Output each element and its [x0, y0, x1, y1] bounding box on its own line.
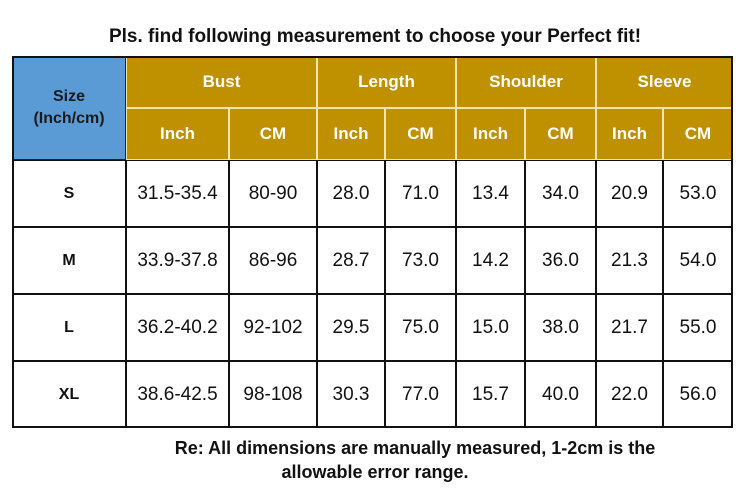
measurement: 38.0 [525, 294, 596, 361]
note-line: allowable error range. [281, 462, 469, 482]
unit-header: CM [663, 108, 733, 160]
unit-header: CM [229, 108, 317, 160]
measurement: 98-108 [229, 361, 317, 428]
note-line: Re: All dimensions are manually measured… [174, 438, 656, 458]
title: Pls. find following measurement to choos… [108, 26, 642, 47]
measurement: 30.3 [317, 361, 385, 428]
measurement: 34.0 [525, 160, 596, 227]
unit-header: Inch [317, 108, 385, 160]
group-header: Length [317, 56, 456, 108]
measurement: 15.7 [456, 361, 525, 428]
measurement: 15.0 [456, 294, 525, 361]
size-header: Size (Inch/cm) [12, 56, 126, 160]
group-header: Shoulder [456, 56, 596, 108]
note: Re: All dimensions are manually measured… [0, 436, 750, 484]
unit-header: CM [385, 108, 456, 160]
group-header: Bust [126, 56, 317, 108]
measurement: 28.0 [317, 160, 385, 227]
measurement: 14.2 [456, 227, 525, 294]
measurement: 28.7 [317, 227, 385, 294]
measurement: 21.7 [596, 294, 663, 361]
unit-header: Inch [456, 108, 525, 160]
measurement: 31.5-35.4 [126, 160, 229, 227]
measurement: 21.3 [596, 227, 663, 294]
size-header-line: Size [52, 88, 85, 105]
measurement: 13.4 [456, 160, 525, 227]
measurement: 56.0 [663, 361, 733, 428]
measurement: 36.2-40.2 [126, 294, 229, 361]
measurement: 20.9 [596, 160, 663, 227]
measurement: 38.6-42.5 [126, 361, 229, 428]
measurement: 80-90 [229, 160, 317, 227]
unit-header: Inch [126, 108, 229, 160]
measurement: 22.0 [596, 361, 663, 428]
group-header: Sleeve [596, 56, 733, 108]
unit-header: CM [525, 108, 596, 160]
measurement: 86-96 [229, 227, 317, 294]
size-label: L [12, 294, 126, 361]
measurement: 36.0 [525, 227, 596, 294]
measurement: 73.0 [385, 227, 456, 294]
measurement: 53.0 [663, 160, 733, 227]
measurement: 33.9-37.8 [126, 227, 229, 294]
measurement: 40.0 [525, 361, 596, 428]
measurement: 77.0 [385, 361, 456, 428]
size-label: S [12, 160, 126, 227]
size-header-line: (Inch/cm) [33, 110, 105, 127]
measurement: 54.0 [663, 227, 733, 294]
measurement: 92-102 [229, 294, 317, 361]
measurement: 55.0 [663, 294, 733, 361]
measurement: 29.5 [317, 294, 385, 361]
measurement: 75.0 [385, 294, 456, 361]
unit-header: Inch [596, 108, 663, 160]
measurement: 71.0 [385, 160, 456, 227]
size-label: XL [12, 361, 126, 428]
size-label: M [12, 227, 126, 294]
